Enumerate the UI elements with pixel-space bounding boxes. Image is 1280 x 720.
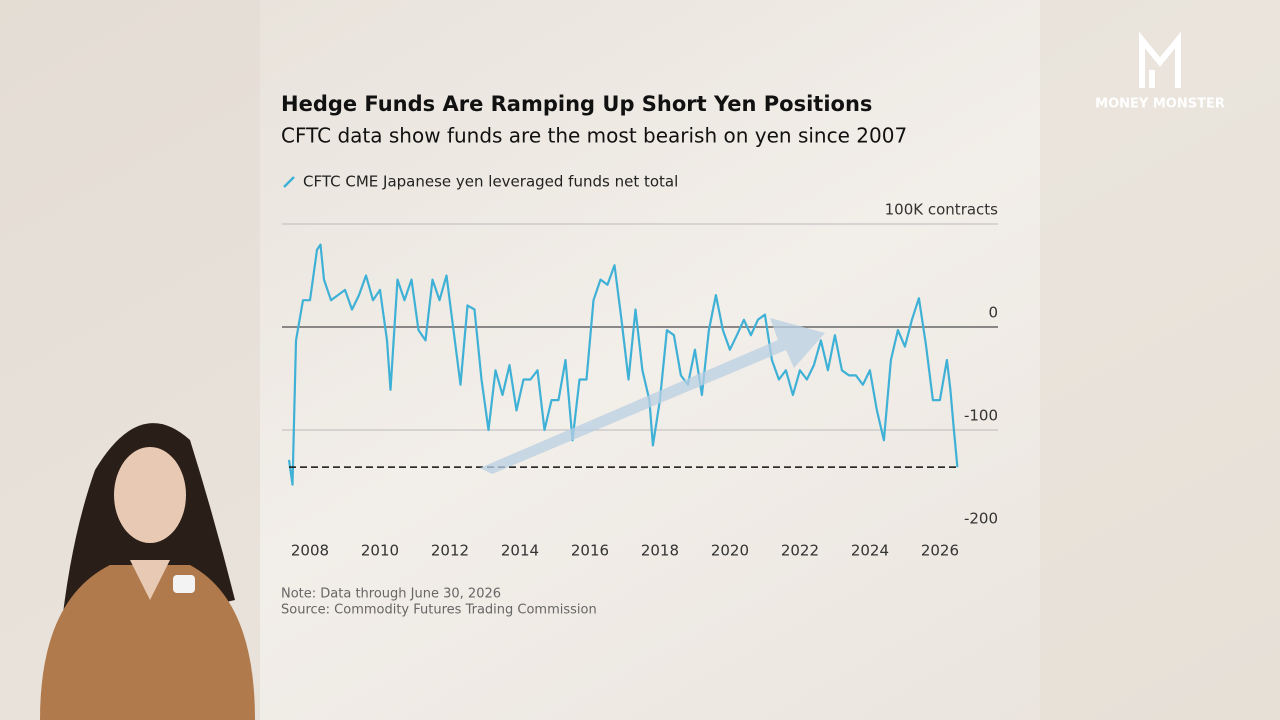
x-tick-label: 2010 <box>361 542 399 560</box>
y-tick-label: -200 <box>964 510 998 528</box>
legend-swatch <box>283 176 295 188</box>
legend-label: CFTC CME Japanese yen leveraged funds ne… <box>303 173 678 191</box>
background-texture <box>1040 0 1280 720</box>
plot: 100K contracts 0 -100 -200 2008 2010 2012 2014 2… <box>282 201 998 560</box>
x-tick-label: 2020 <box>711 542 749 560</box>
trend-arrow <box>480 318 825 474</box>
x-tick-label: 2014 <box>501 542 539 560</box>
logo-mark <box>1139 31 1181 88</box>
x-tick-label: 2024 <box>851 542 889 560</box>
y-tick-label: 100K contracts <box>885 201 999 219</box>
x-tick-label: 2022 <box>781 542 819 560</box>
x-tick-label: 2026 <box>921 542 959 560</box>
logo-text: MONEY MONSTER <box>1095 97 1225 112</box>
x-tick-label: 2018 <box>641 542 679 560</box>
x-tick-label: 2012 <box>431 542 469 560</box>
source: Source: Commodity Futures Trading Commis… <box>281 603 597 618</box>
note: Note: Data through June 30, 2026 <box>281 587 501 602</box>
presenter <box>40 423 255 720</box>
data-line <box>287 243 959 486</box>
x-tick-label: 2016 <box>571 542 609 560</box>
chart-subtitle: CFTC data show funds are the most bearis… <box>281 124 907 148</box>
y-tick-label: 0 <box>988 304 998 322</box>
x-tick-label: 2008 <box>291 542 329 560</box>
y-tick-label: -100 <box>964 407 998 425</box>
chart-title: Hedge Funds Are Ramping Up Short Yen Pos… <box>281 92 872 116</box>
